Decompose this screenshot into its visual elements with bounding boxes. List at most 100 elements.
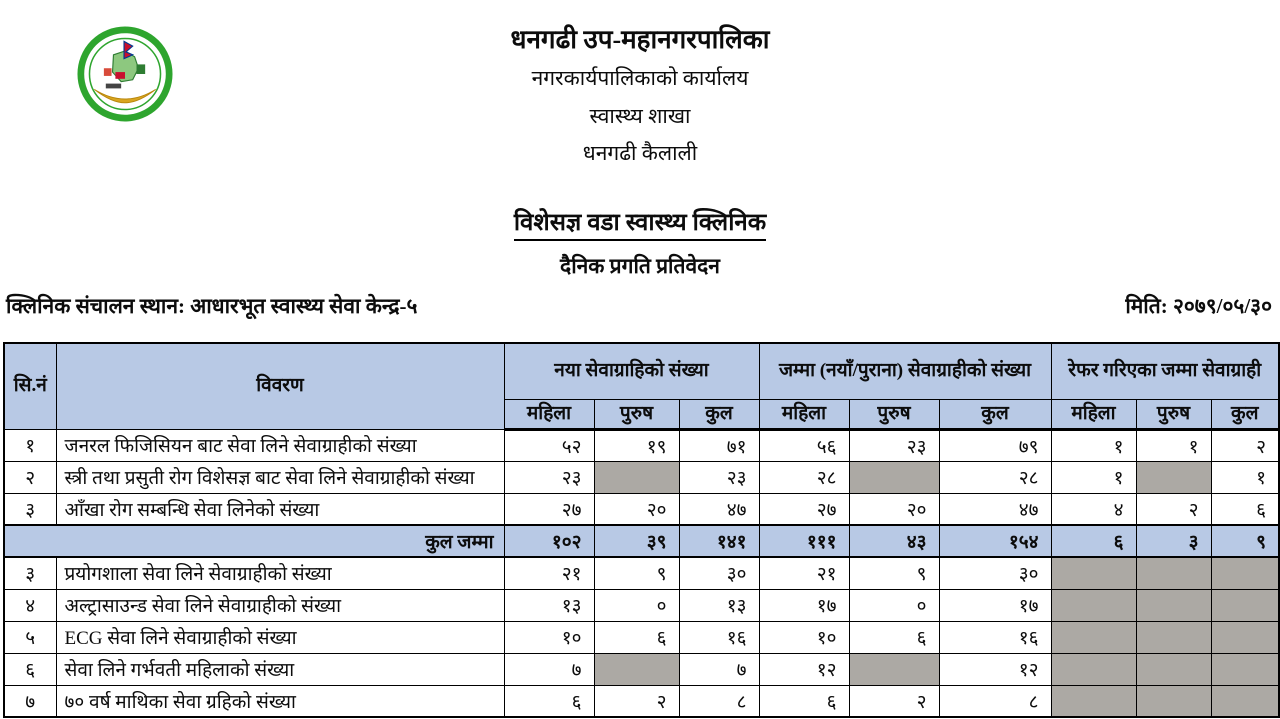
serial-number-cell: ७ — [3, 684, 57, 718]
value-cell: १७ — [938, 588, 1052, 622]
municipality-seal-logo — [74, 26, 176, 122]
value-cell: ३ — [1135, 524, 1212, 558]
value-cell-shaded — [1135, 620, 1212, 654]
value-cell: ९ — [593, 556, 680, 590]
value-cell-shaded — [1135, 588, 1212, 622]
value-cell: ३९ — [593, 524, 680, 558]
value-cell: ९ — [848, 556, 940, 590]
subcol-sum-female: महिला — [758, 398, 850, 431]
value-cell: २३ — [848, 428, 940, 462]
report-title: विशेसज्ञ वडा स्वास्थ्य क्लिनिक — [0, 205, 1280, 241]
value-cell-shaded — [1050, 556, 1137, 590]
table-row: ५ ECG सेवा लिने सेवाग्राहीको संख्या १० ६ १६ १… — [3, 620, 1280, 654]
value-cell-shaded — [1050, 620, 1137, 654]
table-row: ७ ७० वर्ष माथिका सेवा ग्रहिको संख्या ६ २ ८ ६ २… — [3, 684, 1280, 718]
value-cell-shaded — [1050, 652, 1137, 686]
value-cell: २ — [1135, 492, 1212, 526]
value-cell: १३ — [503, 588, 595, 622]
subcol-sum-male: पुरुष — [848, 398, 940, 431]
value-cell: ५२ — [503, 428, 595, 462]
report-date-text: मिति: २०७९/०५/३० — [1125, 294, 1272, 318]
value-cell: २१ — [503, 556, 595, 590]
value-cell-shaded — [593, 652, 680, 686]
subcol-new-male: पुरुष — [593, 398, 680, 431]
info-row: क्लिनिक संचालन स्थान: आधारभूत स्वास्थ्य … — [6, 292, 1272, 320]
serial-number-cell: ३ — [3, 492, 57, 526]
seal-graphic — [77, 26, 173, 122]
report-subtitle: दैनिक प्रगति प्रतिवेदन — [560, 254, 720, 278]
value-cell-shaded — [1210, 652, 1280, 686]
header-group-row: सि.नं विवरण नया सेवाग्राहिको संख्या जम्म… — [3, 342, 1280, 430]
value-cell: ६ — [848, 620, 940, 654]
value-cell: ६ — [1210, 492, 1280, 526]
value-cell: ६ — [593, 620, 680, 654]
value-cell-shaded — [593, 460, 680, 494]
value-cell: १ — [1050, 460, 1137, 494]
value-cell: १ — [1210, 460, 1280, 494]
value-cell: २३ — [503, 460, 595, 494]
description-cell: ७० वर्ष माथिका सेवा ग्रहिको संख्या — [55, 684, 505, 718]
value-cell: ५६ — [758, 428, 850, 462]
value-cell: ७ — [503, 652, 595, 686]
value-cell-shaded — [1210, 684, 1280, 718]
organization-name: धनगढी उप-महानगरपालिका — [510, 25, 770, 54]
serial-number-cell: ३ — [3, 556, 57, 590]
value-cell: १७ — [758, 588, 850, 622]
value-cell: ४७ — [938, 492, 1052, 526]
value-cell-shaded — [1050, 684, 1137, 718]
clinic-location-text: क्लिनिक संचालन स्थान: आधारभूत स्वास्थ्य … — [6, 294, 418, 318]
table-row: ६ सेवा लिने गर्भवती महिलाको संख्या ७ ७ १२ १२ — [3, 652, 1280, 686]
value-cell: ७ — [678, 652, 760, 686]
value-cell: २ — [593, 684, 680, 718]
value-cell: १०२ — [503, 524, 595, 558]
value-cell: ० — [593, 588, 680, 622]
value-cell: ६ — [758, 684, 850, 718]
value-cell: ८ — [938, 684, 1052, 718]
branch-line: स्वास्थ्य शाखा — [589, 104, 691, 128]
value-cell: १११ — [758, 524, 850, 558]
value-cell-shaded — [1135, 684, 1212, 718]
report-table: सि.नं विवरण नया सेवाग्राहिको संख्या जम्म… — [3, 342, 1280, 718]
value-cell-shaded — [1210, 620, 1280, 654]
description-cell: ECG सेवा लिने सेवाग्राहीको संख्या — [55, 620, 505, 654]
value-cell-shaded — [848, 460, 940, 494]
value-cell: २१ — [758, 556, 850, 590]
description-cell: सेवा लिने गर्भवती महिलाको संख्या — [55, 652, 505, 686]
table-row: ४ अल्ट्रासाउन्ड सेवा लिने सेवाग्राहीको सं… — [3, 588, 1280, 622]
value-cell: ७१ — [678, 428, 760, 462]
value-cell-shaded — [1050, 588, 1137, 622]
value-cell: १५४ — [938, 524, 1052, 558]
subcol-new-female: महिला — [503, 398, 595, 431]
value-cell-shaded — [848, 652, 940, 686]
description-cell: प्रयोगशाला सेवा लिने सेवाग्राहीको संख्या — [55, 556, 505, 590]
value-cell: १९ — [593, 428, 680, 462]
col-group-total-clients: जम्मा (नयाँ/पुराना) सेवाग्राहीको संख्या — [758, 342, 1052, 400]
value-cell: २८ — [758, 460, 850, 494]
grand-total-label: कुल जम्मा — [3, 524, 505, 558]
value-cell: १४१ — [678, 524, 760, 558]
serial-number-cell: ५ — [3, 620, 57, 654]
value-cell: १६ — [678, 620, 760, 654]
serial-number-cell: ६ — [3, 652, 57, 686]
value-cell: २० — [848, 492, 940, 526]
value-cell: २ — [848, 684, 940, 718]
value-cell: १० — [758, 620, 850, 654]
header-sub-row: महिला पुरुष कुल महिला पुरुष कुल महिला पु… — [4, 398, 1280, 431]
table-body: १ जनरल फिजिसियन बाट सेवा लिने सेवाग्राहीक… — [3, 428, 1280, 718]
value-cell: २० — [593, 492, 680, 526]
value-cell: ७९ — [938, 428, 1052, 462]
subcol-new-total: कुल — [678, 398, 760, 431]
value-cell: ९ — [1210, 524, 1280, 558]
office-line: नगरकार्यपालिकाको कार्यालय — [531, 66, 749, 90]
value-cell: ३० — [938, 556, 1052, 590]
value-cell: १ — [1135, 428, 1212, 462]
place-line: धनगढी कैलाली — [582, 141, 698, 165]
value-cell: १३ — [678, 588, 760, 622]
value-cell-shaded — [1135, 460, 1212, 494]
value-cell: ३० — [678, 556, 760, 590]
report-title-text: विशेसज्ञ वडा स्वास्थ्य क्लिनिक — [513, 210, 767, 241]
subcol-ref-total: कुल — [1210, 398, 1280, 431]
value-cell: २७ — [503, 492, 595, 526]
value-cell: २८ — [938, 460, 1052, 494]
